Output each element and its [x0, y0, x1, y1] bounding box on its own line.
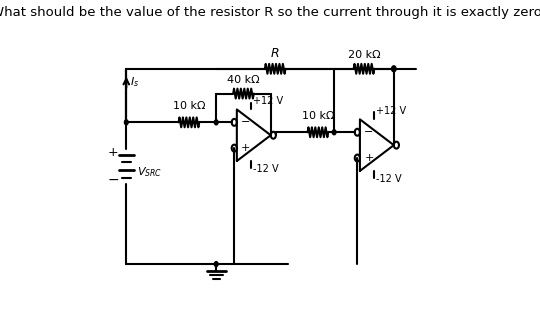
Text: −: − — [364, 127, 374, 137]
Text: $I_s$: $I_s$ — [130, 75, 139, 89]
Text: +12 V: +12 V — [253, 97, 283, 107]
Circle shape — [214, 262, 218, 266]
Text: +: + — [241, 143, 251, 153]
Text: -12 V: -12 V — [376, 174, 402, 184]
Text: +: + — [107, 146, 118, 159]
Text: $V_{SRC}$: $V_{SRC}$ — [137, 165, 162, 179]
Text: 20 kΩ: 20 kΩ — [348, 50, 380, 60]
Text: 40 kΩ: 40 kΩ — [227, 75, 260, 85]
Circle shape — [332, 130, 336, 135]
Text: −: − — [107, 173, 119, 187]
Text: -12 V: -12 V — [253, 164, 279, 174]
Text: +: + — [364, 153, 374, 163]
Text: What should be the value of the resistor R so the current through it is exactly : What should be the value of the resistor… — [0, 6, 540, 19]
Circle shape — [214, 120, 218, 125]
Text: +12 V: +12 V — [376, 106, 406, 116]
Circle shape — [392, 66, 396, 72]
Text: −: − — [241, 117, 251, 127]
Text: 10 kΩ: 10 kΩ — [302, 111, 334, 121]
Text: 10 kΩ: 10 kΩ — [173, 101, 205, 111]
Text: R: R — [271, 47, 280, 60]
Circle shape — [124, 120, 128, 125]
